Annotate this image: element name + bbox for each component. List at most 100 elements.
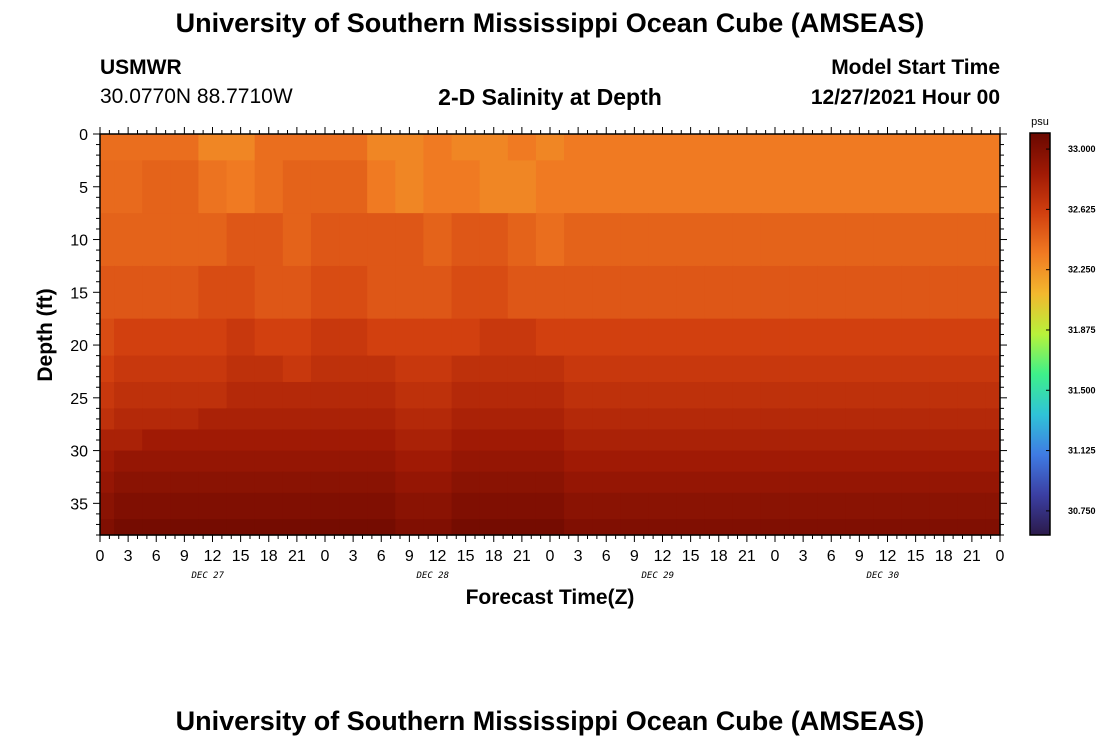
y-tick-label: 5 xyxy=(79,180,88,197)
heatmap-cell xyxy=(339,381,368,409)
heatmap-cell xyxy=(817,492,846,520)
heatmap-cell xyxy=(817,471,846,494)
heatmap-cell xyxy=(170,318,200,357)
heatmap-cell xyxy=(985,213,1001,267)
heatmap-cell xyxy=(845,160,875,214)
heatmap-cell xyxy=(789,213,818,267)
heatmap-cell xyxy=(648,492,678,520)
heatmap-cell xyxy=(254,492,284,520)
heatmap-cell xyxy=(901,160,931,214)
heatmap-cell xyxy=(564,318,593,357)
heatmap-cell xyxy=(339,265,368,320)
x-tick-label: 0 xyxy=(96,548,105,565)
heatmap-cell xyxy=(339,492,368,520)
x-tick-label: 15 xyxy=(232,548,250,565)
heatmap-cell xyxy=(760,213,790,267)
heatmap-cell xyxy=(198,134,228,161)
heatmap-cell xyxy=(873,381,903,409)
heatmap-cell xyxy=(732,134,762,161)
heatmap-cell xyxy=(395,355,425,383)
heatmap-cell xyxy=(254,355,284,383)
heatmap-cell xyxy=(507,471,537,494)
heatmap-cell xyxy=(760,519,790,536)
heatmap-cell xyxy=(901,213,931,267)
heatmap-cell xyxy=(479,265,509,320)
heatmap-cell xyxy=(100,519,115,536)
heatmap-cell xyxy=(114,429,143,452)
heatmap-cell xyxy=(760,381,790,409)
heatmap-cell xyxy=(423,471,453,494)
heatmap-cell xyxy=(451,450,481,473)
heatmap-cell xyxy=(985,265,1001,320)
heatmap-cell xyxy=(254,408,284,431)
heatmap-cell xyxy=(817,408,846,431)
heatmap-cell xyxy=(985,492,1001,520)
heatmap-cell xyxy=(339,213,368,267)
heatmap-cell xyxy=(310,408,340,431)
heatmap-cell xyxy=(282,134,312,161)
heatmap-cell xyxy=(704,265,734,320)
heatmap-cell xyxy=(704,381,734,409)
heatmap-cell xyxy=(957,408,987,431)
heatmap-cell xyxy=(873,134,903,161)
heatmap-cell xyxy=(873,408,903,431)
heatmap-cell xyxy=(100,265,115,320)
heatmap-cell xyxy=(198,213,228,267)
heatmap-cell xyxy=(873,318,903,357)
heatmap-cell xyxy=(845,471,875,494)
heatmap-cell xyxy=(395,134,425,161)
heatmap-cell xyxy=(704,519,734,536)
y-tick-label: 0 xyxy=(79,127,88,144)
heatmap-cell xyxy=(479,471,509,494)
heatmap-cell xyxy=(367,355,396,383)
heatmap-cell xyxy=(254,471,284,494)
heatmap-cell xyxy=(310,381,340,409)
heatmap-cell xyxy=(817,160,846,214)
heatmap-cell xyxy=(789,471,818,494)
heatmap-cell xyxy=(339,134,368,161)
heatmap-cell xyxy=(142,471,171,494)
heatmap-cell xyxy=(873,160,903,214)
heatmap-cell xyxy=(648,355,678,383)
heatmap-cell xyxy=(142,381,171,409)
heatmap-cell xyxy=(592,355,621,383)
heatmap-cell xyxy=(873,429,903,452)
heatmap-cell xyxy=(254,134,284,161)
heatmap-cell xyxy=(676,160,706,214)
heatmap-cell xyxy=(620,213,650,267)
heatmap-cell xyxy=(985,318,1001,357)
heatmap-cell xyxy=(310,318,340,357)
heatmap-cell xyxy=(198,381,228,409)
heatmap-cell xyxy=(620,355,650,383)
heatmap-cell xyxy=(732,318,762,357)
heatmap-cell xyxy=(620,429,650,452)
heatmap-cell xyxy=(198,471,228,494)
y-axis-title: Depth (ft) xyxy=(34,288,57,381)
heatmap-cell xyxy=(479,492,509,520)
heatmap-cell xyxy=(114,213,143,267)
heatmap-cell xyxy=(423,355,453,383)
heatmap-cell xyxy=(395,519,425,536)
heatmap-cell xyxy=(310,492,340,520)
x-tick-label: 12 xyxy=(204,548,222,565)
heatmap-cell xyxy=(535,318,565,357)
heatmap-cell xyxy=(592,318,621,357)
heatmap-cell xyxy=(676,471,706,494)
heatmap-cell xyxy=(704,160,734,214)
heatmap-cell xyxy=(704,450,734,473)
heatmap-cell xyxy=(985,408,1001,431)
heatmap-cell xyxy=(985,450,1001,473)
heatmap-cell xyxy=(704,408,734,431)
heatmap-cell xyxy=(100,471,115,494)
heatmap-cell xyxy=(901,471,931,494)
heatmap-cell xyxy=(100,355,115,383)
heatmap-cell xyxy=(985,429,1001,452)
heatmap-cell xyxy=(760,492,790,520)
heatmap-cell xyxy=(760,318,790,357)
heatmap-cell xyxy=(423,381,453,409)
heatmap-cell xyxy=(535,471,565,494)
heatmap-cell xyxy=(704,355,734,383)
heatmap-cell xyxy=(564,134,593,161)
heatmap-cell xyxy=(873,492,903,520)
heatmap-cell xyxy=(929,160,959,214)
